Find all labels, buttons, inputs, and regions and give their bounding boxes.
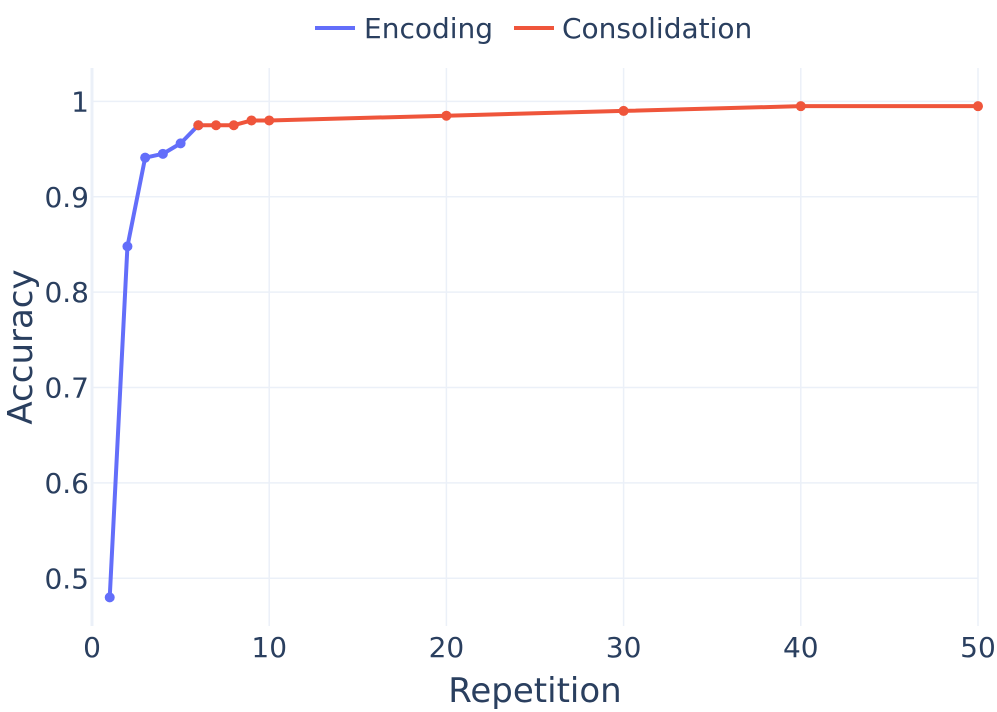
data-point-consolidation	[441, 110, 452, 121]
x-axis-title: Repetition	[448, 671, 621, 711]
data-point-consolidation	[264, 115, 275, 126]
legend-item-encoding[interactable]: Encoding	[315, 12, 493, 45]
legend-label: Encoding	[364, 12, 493, 45]
data-point-encoding	[175, 138, 186, 149]
x-tick-label: 40	[783, 631, 819, 664]
legend: Encoding Consolidation	[315, 12, 752, 45]
legend-item-consolidation[interactable]: Consolidation	[514, 12, 752, 45]
x-axis-ticks: 0 10 20 30 40 50	[83, 631, 996, 664]
data-point-consolidation	[193, 120, 204, 131]
y-tick-label: 0.9	[44, 181, 89, 214]
data-point-consolidation	[228, 120, 239, 131]
y-tick-label: 0.7	[44, 372, 89, 405]
y-tick-label: 0.6	[44, 467, 89, 500]
data-point-consolidation	[618, 105, 629, 116]
y-axis-title: Accuracy	[1, 269, 41, 424]
legend-label: Consolidation	[562, 12, 752, 45]
data-point-consolidation	[973, 101, 983, 112]
y-tick-label: 1	[71, 85, 89, 118]
data-point-encoding	[157, 148, 168, 159]
data-point-encoding	[140, 152, 151, 163]
series-points	[104, 101, 983, 603]
y-axis-ticks: 0.5 0.6 0.7 0.8 0.9 1	[44, 85, 89, 595]
y-tick-label: 0.8	[44, 276, 89, 309]
data-point-consolidation	[211, 120, 222, 131]
x-tick-label: 10	[251, 631, 287, 664]
data-point-encoding	[104, 592, 115, 603]
x-tick-label: 30	[606, 631, 642, 664]
x-tick-label: 20	[429, 631, 465, 664]
data-point-consolidation	[795, 101, 806, 112]
x-tick-label: 0	[83, 631, 101, 664]
series-lines	[107, 104, 980, 600]
data-point-encoding	[122, 241, 133, 252]
grid	[90, 68, 979, 626]
y-tick-label: 0.5	[44, 562, 89, 595]
x-tick-label: 50	[960, 631, 996, 664]
series-line-consolidation	[196, 104, 980, 128]
data-point-consolidation	[246, 115, 257, 126]
